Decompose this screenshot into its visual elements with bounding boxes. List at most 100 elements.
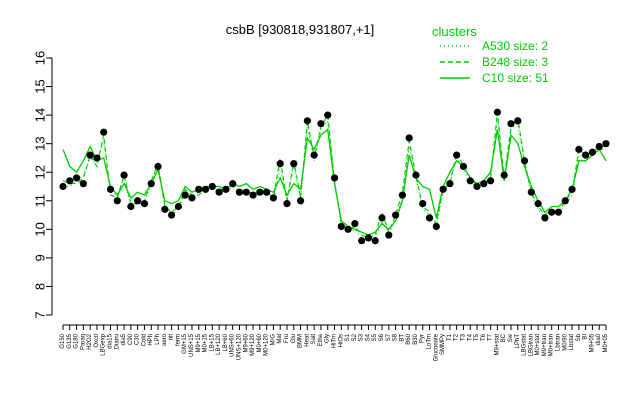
x-tick-label: dia15 [108, 333, 114, 348]
data-point [432, 222, 440, 231]
data-point [561, 197, 569, 205]
data-point [72, 174, 81, 182]
x-tick-label: aero [162, 333, 168, 346]
data-point [229, 180, 237, 188]
x-tick-label: S6 [379, 333, 385, 341]
x-tick-label: M0+120 [264, 333, 270, 356]
data-point [358, 237, 366, 245]
x-tick-label: Oxctl [94, 334, 100, 348]
data-point [534, 200, 542, 208]
y-tick-label: 16 [33, 51, 48, 65]
x-tick-label: M0+15 [203, 333, 209, 352]
data-point [303, 117, 311, 125]
x-tick-label: Diami [114, 334, 120, 349]
data-point [235, 188, 244, 196]
y-tick-label: 8 [33, 283, 48, 290]
x-tick-label: LBGstat [522, 334, 528, 356]
x-tick-label: UNS+15 [189, 333, 195, 357]
data-point [364, 234, 373, 242]
x-tick-label: Paraq [80, 334, 86, 350]
x-tick-label: SMMPy [440, 334, 446, 355]
x-tick-label: Gly [325, 334, 331, 343]
data-point [59, 182, 67, 191]
x-tick-label: G180 [74, 333, 80, 348]
x-tick-label: G150 [60, 333, 66, 348]
x-tick-label: M0+tran [549, 334, 555, 356]
y-ticks: 7 8 9 10 11 12 13 14 15 16 [33, 51, 52, 319]
x-tick-label: M9+tran [542, 334, 548, 356]
data-point [595, 142, 603, 151]
x-tick-label: Glu [291, 334, 297, 343]
data-point [412, 171, 420, 179]
data-point [459, 162, 468, 171]
x-tick-label: LBGtran [528, 334, 534, 356]
data-point [120, 171, 128, 179]
data-point [439, 185, 447, 193]
data-point [337, 222, 345, 231]
data-point [269, 194, 278, 202]
x-tick-label: M0+05 [603, 333, 609, 352]
x-tick-label: T2 [454, 333, 460, 341]
data-point [398, 191, 406, 199]
x-tick-label: HPh [148, 334, 154, 346]
data-point [602, 140, 610, 148]
data-point [554, 208, 563, 216]
data-point [100, 128, 108, 136]
x-tick-label: T6 [481, 333, 487, 341]
x-tick-label: T1 [447, 333, 453, 341]
data-point [317, 120, 325, 128]
data-point [86, 151, 94, 159]
x-tick-label: M9+stat [494, 334, 500, 356]
x-tick-label: B60 [406, 333, 412, 344]
data-point [310, 151, 318, 159]
x-tick-label: Sw [508, 333, 514, 342]
data-point [344, 225, 352, 233]
data-point [140, 200, 149, 208]
x-tick-label: S8 [393, 333, 399, 341]
x-tick-label: Lbstat [569, 334, 575, 351]
y-tick-label: 13 [33, 136, 48, 150]
legend: clusters A530 size: 2 B248 size: 3 C10 siz… [432, 24, 549, 85]
x-tick-label: T4 [467, 333, 473, 341]
x-tick-label: LPh [155, 334, 161, 345]
data-point [249, 191, 257, 199]
data-point [378, 214, 386, 222]
x-tick-label: M0/90 [562, 333, 568, 350]
data-point [283, 200, 291, 208]
x-tick-label: M0+stat [535, 334, 541, 356]
data-point [256, 188, 264, 196]
x-tick-label: C90 [128, 333, 134, 345]
x-tick-label: Etha [318, 333, 324, 346]
data-point [181, 191, 189, 199]
data-point [330, 174, 339, 182]
data-point [201, 185, 210, 193]
x-tick-label: S2 [352, 333, 358, 341]
data-point [371, 237, 379, 245]
data-point [127, 202, 135, 211]
data-point [106, 185, 115, 193]
x-tick-label: M0+60 [257, 333, 263, 352]
x-tick-label: BMM [298, 334, 304, 348]
data-point [134, 197, 142, 205]
data-point [79, 180, 87, 188]
x-tick-label: LoTm [427, 334, 433, 349]
x-tick-label: LBGexp [101, 333, 107, 355]
data-point [466, 177, 474, 185]
data-point [446, 180, 454, 188]
x-tick-label: S7 [386, 333, 392, 341]
data-point [263, 188, 271, 196]
data-point [113, 197, 121, 205]
data-point [487, 177, 495, 185]
x-tick-label: HiTm [332, 334, 338, 348]
y-tick-label: 12 [33, 165, 48, 179]
x-tick-label: dia5 [121, 333, 127, 345]
data-point [93, 154, 101, 162]
legend-label: C10 size: 51 [482, 71, 549, 85]
data-point [514, 117, 522, 125]
data-point [527, 188, 535, 196]
legend-label: B248 size: 3 [482, 55, 548, 69]
x-tick-label: S1 [345, 333, 351, 341]
data-point [568, 185, 576, 193]
